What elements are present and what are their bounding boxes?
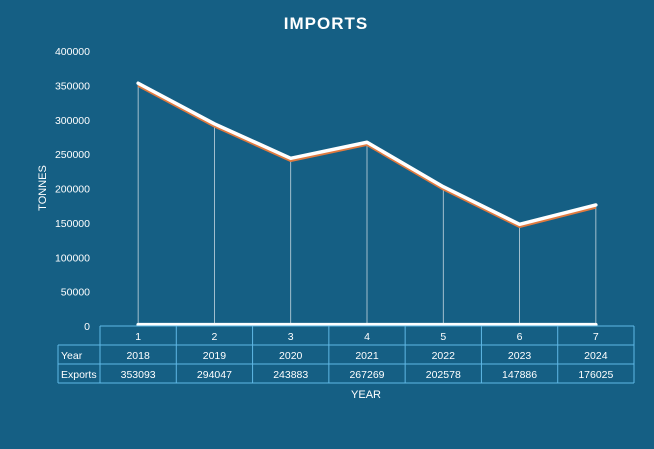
y-tick-label: 50000 bbox=[61, 287, 90, 299]
data-label: 2019 bbox=[203, 350, 227, 362]
table-row-header: Exports bbox=[61, 369, 97, 381]
x-tick-label: 2 bbox=[212, 331, 218, 343]
x-tick-label: 1 bbox=[135, 331, 141, 343]
data-table: 1 2 3 4 5 6 7 Year 2018 2019 2020 2021 2022 2023 2024 E… bbox=[58, 326, 634, 383]
y-tick-label: 300000 bbox=[55, 115, 90, 127]
y-tick-label: 150000 bbox=[55, 218, 90, 230]
y-tick-label: 200000 bbox=[55, 184, 90, 196]
x-tick-label: 6 bbox=[517, 331, 523, 343]
data-label: 2021 bbox=[355, 350, 379, 362]
x-tick-label: 5 bbox=[440, 331, 446, 343]
y-axis: 0 50000 100000 150000 200000 250000 300000 3500… bbox=[55, 46, 90, 333]
y-tick-label: 400000 bbox=[55, 46, 90, 58]
y-axis-label: TONNES bbox=[37, 165, 49, 211]
y-tick-label: 100000 bbox=[55, 252, 90, 264]
chart-title: IMPORTS bbox=[284, 14, 368, 33]
data-label: 176025 bbox=[578, 369, 613, 381]
data-label: 2018 bbox=[126, 350, 150, 362]
data-label: 147886 bbox=[502, 369, 537, 381]
data-label: 243883 bbox=[273, 369, 308, 381]
data-label: 2023 bbox=[508, 350, 532, 362]
data-label: 202578 bbox=[426, 369, 461, 381]
y-tick-label: 350000 bbox=[55, 80, 90, 92]
data-label: 2024 bbox=[584, 350, 608, 362]
y-tick-label: 250000 bbox=[55, 149, 90, 161]
data-label: 353093 bbox=[121, 369, 156, 381]
data-label: 294047 bbox=[197, 369, 232, 381]
y-tick-label: 0 bbox=[84, 321, 90, 333]
table-row-header: Year bbox=[61, 350, 83, 362]
x-tick-label: 3 bbox=[288, 331, 294, 343]
x-tick-label: 4 bbox=[364, 331, 370, 343]
x-tick-label: 7 bbox=[593, 331, 599, 343]
data-label: 2020 bbox=[279, 350, 303, 362]
x-axis-label: YEAR bbox=[351, 389, 381, 401]
data-label: 267269 bbox=[349, 369, 384, 381]
data-label: 2022 bbox=[432, 350, 456, 362]
